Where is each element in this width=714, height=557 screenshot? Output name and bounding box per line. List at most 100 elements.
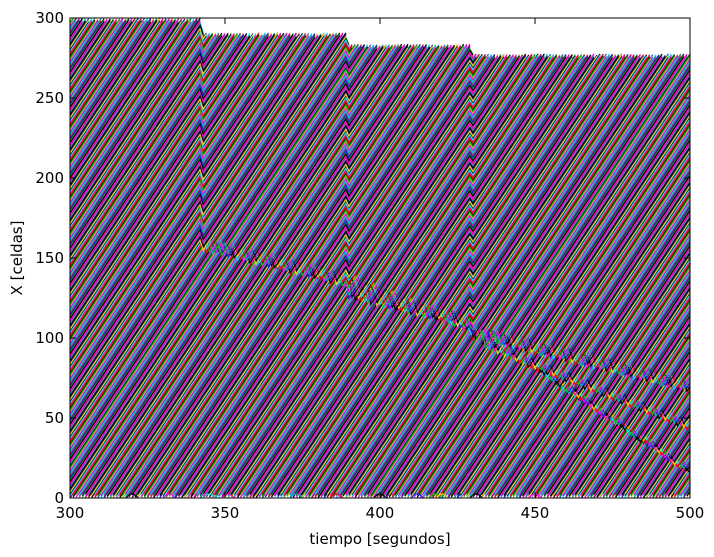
trajectory-line (70, 22, 102, 70)
trajectory-line (311, 57, 629, 496)
trajectory-line (70, 19, 164, 160)
trajectory-line (70, 18, 180, 182)
trajectory-line (438, 153, 690, 495)
trajectory-line (357, 54, 679, 498)
trajectory-line (339, 55, 657, 495)
trajectory-line (70, 33, 266, 313)
trajectory-line (70, 36, 313, 385)
trajectory-line (404, 104, 690, 497)
trajectory-line (70, 35, 220, 244)
trajectory-line (70, 21, 74, 27)
trajectory-line (664, 464, 690, 494)
trajectory-line (70, 33, 334, 415)
trajectory-line (70, 21, 201, 218)
trajectory-line (243, 54, 564, 498)
trajectory-line (271, 54, 592, 498)
trajectory-line (70, 34, 328, 406)
trajectory-line (70, 21, 90, 51)
trajectory-line (70, 34, 341, 425)
trajectory-line (236, 57, 555, 496)
trajectory-line (590, 376, 690, 497)
trajectory-line (379, 68, 690, 498)
trajectory-line (267, 54, 589, 498)
trajectory-line (447, 167, 690, 495)
trajectory-line (70, 21, 173, 175)
trajectory-line (497, 245, 690, 498)
trajectory-line (230, 56, 548, 495)
trajectory-line (70, 21, 121, 97)
trajectory-line (205, 53, 527, 497)
trajectory-line (70, 34, 319, 392)
trajectory-line (70, 18, 167, 163)
y-tick-label: 200 (35, 169, 64, 187)
trajectory-line (410, 113, 690, 497)
trajectory-line (531, 294, 690, 497)
trajectory-line (308, 56, 626, 495)
trajectory-line (336, 56, 654, 496)
trajectory-line (70, 19, 139, 123)
trajectory-line (429, 143, 690, 498)
trajectory-line (438, 157, 690, 498)
trajectory-line (503, 252, 690, 496)
trajectory-line (444, 164, 690, 496)
trajectory-line (168, 57, 486, 496)
trajectory-line (674, 472, 690, 497)
trajectory-line (426, 138, 690, 498)
trajectory-line (426, 134, 690, 495)
trajectory-line (70, 33, 325, 401)
trajectory-line (305, 55, 626, 498)
trajectory-line (298, 53, 620, 497)
trajectory-line (230, 53, 551, 497)
trajectory-line (70, 22, 170, 172)
trajectory-line (70, 21, 158, 153)
trajectory-line (70, 43, 390, 497)
trajectory-line (562, 339, 690, 495)
trajectory-line (450, 174, 690, 498)
trajectory-line (70, 18, 90, 47)
trajectory-line (525, 284, 690, 495)
trajectory-line (70, 20, 170, 171)
trajectory-line (218, 57, 536, 496)
trajectory-line (277, 55, 595, 495)
trajectory-line (70, 32, 328, 404)
trajectory-line (70, 35, 328, 408)
trajectory-line (70, 34, 241, 276)
trajectory-line (677, 475, 690, 496)
trajectory-line (376, 64, 690, 498)
trajectory-line (70, 20, 83, 40)
trajectory-line (410, 115, 690, 498)
trajectory-line (70, 36, 269, 320)
trajectory-line (70, 22, 118, 93)
trajectory-line (70, 34, 232, 262)
trajectory-line (333, 58, 651, 497)
trajectory-line (70, 35, 310, 379)
trajectory-line (70, 46, 372, 472)
trajectory-line (70, 35, 300, 365)
trajectory-line (611, 399, 690, 496)
trajectory-line (391, 85, 690, 497)
trajectory-line (70, 45, 375, 476)
trajectory-line (70, 18, 152, 140)
trajectory-line (261, 57, 579, 497)
trajectory-line (500, 248, 690, 497)
trajectory-line (314, 55, 635, 498)
trajectory-line (376, 62, 690, 496)
trajectory-line (246, 56, 564, 495)
trajectory-line (518, 277, 690, 498)
trajectory-line (70, 21, 142, 130)
trajectory-wrap-mark (429, 493, 443, 498)
trajectory-line (556, 329, 690, 495)
trajectory-line (208, 57, 527, 496)
trajectory-line (515, 273, 690, 498)
trajectory-line (249, 54, 570, 498)
trajectory-line (70, 18, 99, 61)
trajectory-line (70, 22, 186, 195)
trajectory-line (70, 36, 254, 297)
trajectory-line (70, 18, 161, 154)
trajectory-line (70, 34, 263, 309)
trajectory-line (658, 458, 690, 497)
trajectory-line (212, 55, 530, 495)
trajectory-line (212, 54, 533, 498)
trajectory-line (441, 159, 690, 496)
trajectory-line (70, 20, 136, 119)
